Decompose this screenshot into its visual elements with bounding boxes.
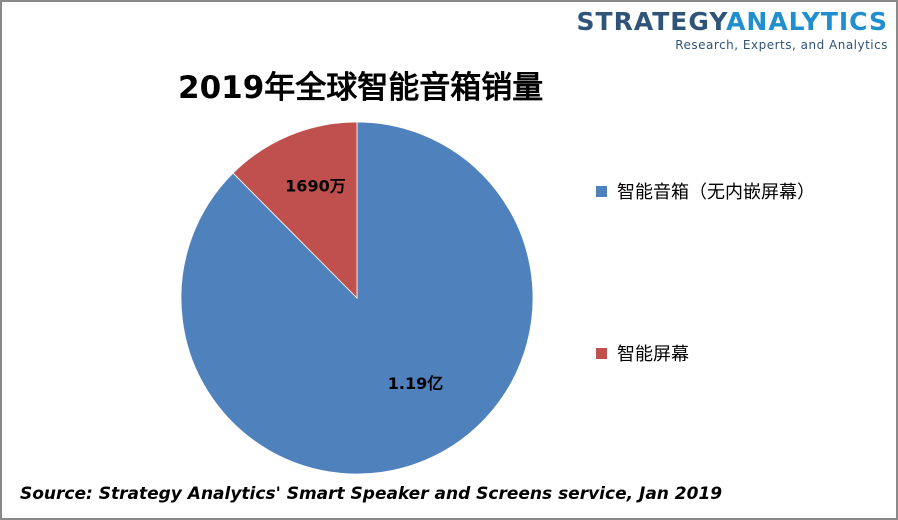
pie-slice-1 (232, 121, 358, 299)
brand-logo: STRATEGYANALYTICS Research, Experts, and… (577, 8, 888, 53)
legend-item-1: 智能屏幕 (596, 340, 689, 366)
legend-item-0: 智能音箱（无内嵌屏幕） (596, 178, 815, 204)
pie-data-label-0: 1.19亿 (388, 374, 443, 393)
logo-tagline: Research, Experts, and Analytics (675, 38, 888, 52)
logo-word-analytics: ANALYTICS (726, 7, 888, 36)
logo-word-strategy: STRATEGY (576, 7, 727, 36)
legend-label-1: 智能屏幕 (617, 344, 689, 365)
legend-label-0: 智能音箱（无内嵌屏幕） (617, 182, 815, 203)
pie-data-label-1: 1690万 (285, 177, 346, 196)
legend-swatch-1 (596, 347, 607, 359)
source-note: Source: Strategy Analytics' Smart Speake… (20, 484, 723, 504)
legend-swatch-0 (596, 185, 607, 197)
logo-wordmark: STRATEGYANALYTICS (577, 8, 888, 36)
chart-title: 2019年全球智能音箱销量 (178, 70, 544, 106)
